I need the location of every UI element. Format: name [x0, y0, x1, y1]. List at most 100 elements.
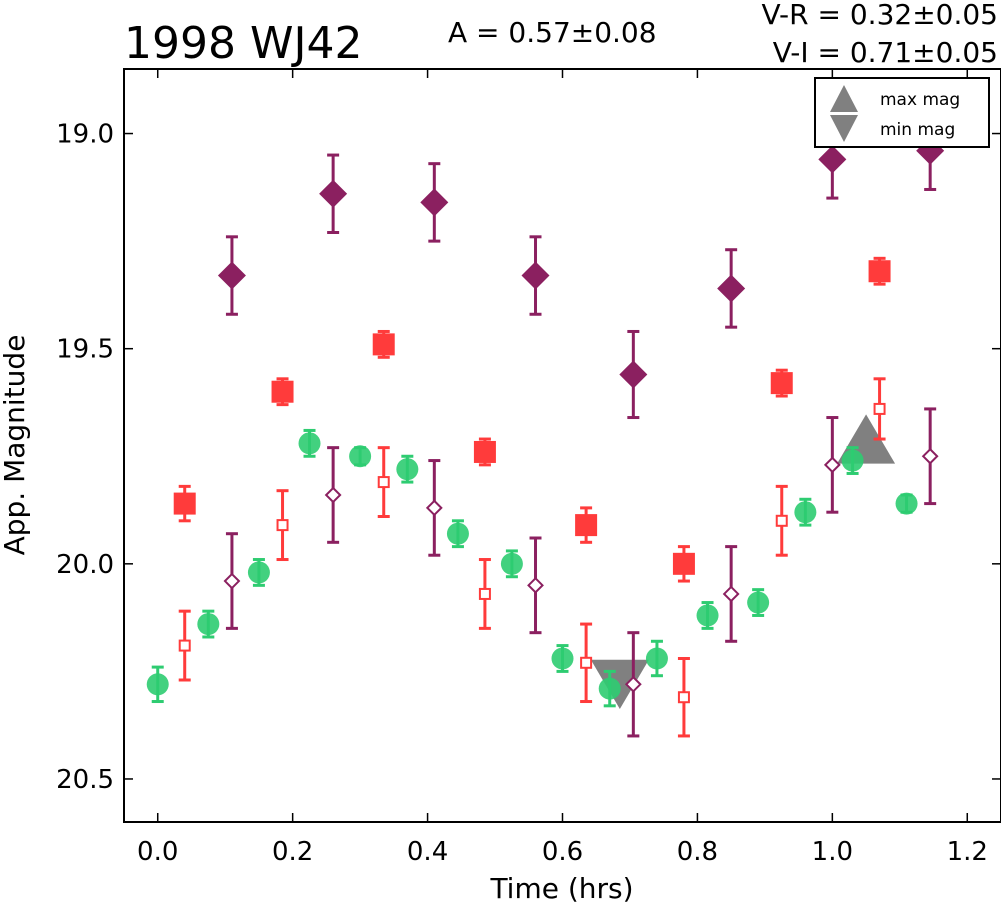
data-point	[868, 256, 891, 286]
legend-min-mag-triangle	[830, 115, 858, 142]
data-point	[271, 377, 294, 407]
data-point	[598, 669, 621, 708]
diamond-marker-filled	[319, 179, 348, 208]
circle-marker	[794, 501, 817, 524]
x-axis-label: Time (hrs)	[489, 872, 633, 904]
y-tick-label: 20.0	[56, 550, 114, 580]
square-marker-filled	[575, 514, 598, 537]
data-point	[645, 639, 668, 678]
data-point	[173, 484, 196, 523]
data-point	[420, 162, 449, 243]
data-point	[873, 377, 886, 441]
diamond-marker-open	[425, 499, 443, 517]
data-point	[722, 545, 740, 643]
square-marker-open	[276, 519, 289, 532]
circle-marker	[446, 522, 469, 545]
data-point	[500, 549, 523, 579]
data-point	[770, 368, 793, 398]
square-marker-filled	[271, 380, 294, 403]
data-point	[619, 329, 648, 420]
legend-max-mag-triangle	[830, 85, 858, 112]
diamond-marker-open	[624, 675, 642, 693]
data-point	[223, 532, 241, 630]
data-point	[841, 446, 864, 475]
x-tick-label: 0.2	[272, 837, 313, 867]
circle-marker	[197, 613, 220, 636]
data-point	[396, 454, 419, 484]
data-point	[921, 407, 939, 506]
circle-marker	[247, 561, 270, 584]
diamond-marker-open	[823, 456, 841, 474]
x-tick-label: 0.6	[542, 837, 583, 867]
legend-max-mag-label: max mag	[880, 90, 960, 110]
data-point	[580, 622, 593, 704]
data-point	[146, 665, 169, 704]
data-point	[717, 248, 746, 329]
square-marker-filled	[672, 552, 695, 575]
y-axis-label: App. Magnitude	[0, 335, 31, 556]
diamond-marker-filled	[717, 274, 746, 303]
data-point	[747, 588, 770, 617]
diamond-marker-open	[223, 572, 241, 590]
data-point	[527, 536, 544, 635]
y-tick-label: 20.5	[56, 765, 114, 795]
square-marker-open	[873, 402, 886, 415]
data-point	[178, 609, 191, 682]
data-point	[575, 506, 598, 544]
diamond-marker-filled	[521, 261, 550, 290]
circle-marker	[895, 492, 918, 515]
diamond-marker-filled	[818, 145, 847, 174]
data-point	[677, 656, 690, 738]
data-point	[521, 235, 550, 316]
data-point	[377, 446, 390, 518]
diamond-marker-open	[921, 447, 939, 465]
circle-marker	[146, 673, 169, 696]
data-point	[197, 609, 220, 639]
data-point	[775, 484, 788, 557]
chart-title: 1998 WJ42	[124, 18, 362, 69]
color-index-vr: V-R = 0.32±0.05	[762, 0, 998, 31]
y-tick-label: 19.0	[56, 120, 114, 150]
color-index-vi: V-I = 0.71±0.05	[773, 36, 998, 69]
data-point	[324, 446, 342, 544]
diamond-marker-filled	[619, 360, 648, 389]
data-point	[298, 428, 321, 458]
y-tick-label: 19.5	[56, 335, 114, 365]
data-point	[446, 519, 469, 549]
x-tick-label: 1.0	[812, 837, 853, 867]
data-point	[895, 492, 918, 515]
diamond-marker-open	[527, 576, 544, 594]
data-point	[823, 416, 841, 514]
circle-marker	[551, 647, 574, 670]
square-marker-filled	[868, 260, 891, 283]
data-point	[473, 437, 496, 467]
x-tick-label: 0.8	[677, 837, 718, 867]
x-tick-label: 0.4	[407, 837, 448, 867]
data-point	[672, 545, 695, 583]
square-marker-filled	[473, 440, 496, 463]
square-marker-open	[677, 691, 690, 704]
data-point	[247, 558, 270, 587]
data-marks	[146, 110, 945, 738]
data-point	[551, 644, 574, 673]
circle-marker	[696, 604, 719, 627]
circle-marker	[645, 647, 668, 670]
legend-min-mag-label: min mag	[880, 120, 955, 140]
data-point	[217, 235, 246, 316]
data-point	[794, 497, 817, 527]
plot-frame	[123, 68, 1001, 823]
data-point	[276, 489, 289, 562]
square-marker-open	[178, 639, 191, 652]
circle-marker	[298, 432, 321, 455]
square-marker-open	[775, 514, 788, 527]
data-point	[425, 459, 443, 557]
circle-marker	[349, 445, 372, 468]
data-point	[349, 445, 372, 468]
diamond-marker-open	[722, 585, 740, 603]
amplitude-label: A = 0.57±0.08	[448, 16, 657, 49]
diamond-marker-filled	[420, 188, 449, 217]
circle-marker	[500, 552, 523, 575]
circle-marker	[747, 591, 770, 614]
data-point	[696, 601, 719, 630]
